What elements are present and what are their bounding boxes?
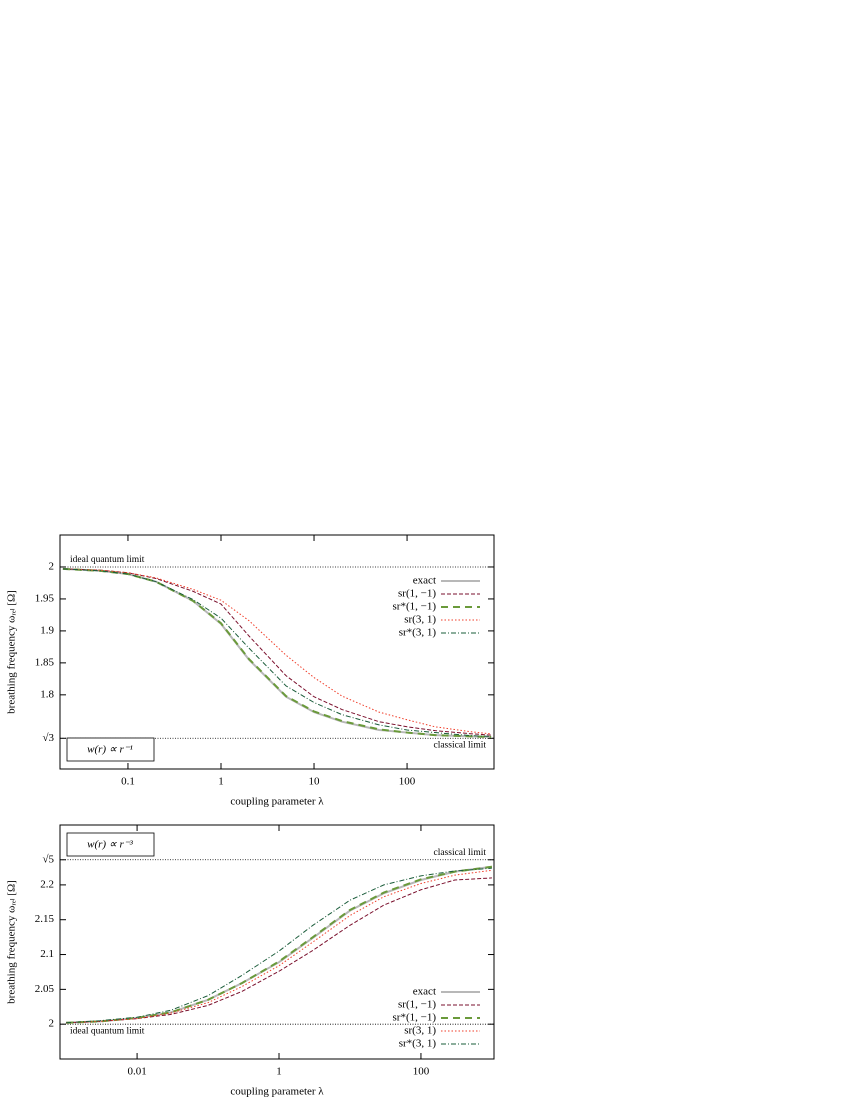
legend-label: sr(3, 1) — [404, 614, 436, 626]
y-tick-label: 2 — [49, 1018, 55, 1030]
legend-label: sr*(3, 1) — [399, 1038, 437, 1050]
x-axis-label: coupling parameter λ — [230, 796, 324, 808]
y-tick-label: 2.2 — [40, 878, 54, 890]
plot-frame — [59, 824, 495, 1060]
x-tick-label: 1 — [276, 1066, 282, 1078]
series-line — [62, 568, 492, 735]
legend-label: sr*(1, −1) — [393, 1012, 437, 1024]
y-axis-label: breathing frequency ωᵣₑₗ [Ω] — [6, 590, 18, 714]
plot-frame — [59, 534, 495, 770]
x-tick-label: 1 — [218, 776, 224, 788]
reference-label: classical limit — [433, 740, 486, 750]
y-tick-label: 2.05 — [35, 983, 55, 995]
y-tick-label: √3 — [42, 732, 54, 744]
reference-label: classical limit — [433, 848, 486, 858]
legend-label: sr(3, 1) — [404, 1025, 436, 1037]
y-tick-label: 1.95 — [35, 592, 55, 604]
y-axis-label: breathing frequency ωᵣₑₗ [Ω] — [6, 880, 18, 1004]
legend-label: sr(1, −1) — [398, 588, 436, 600]
reference-label: ideal quantum limit — [70, 1026, 145, 1036]
y-tick-label: 1.8 — [40, 688, 54, 700]
x-tick-label: 10 — [309, 776, 321, 788]
legend-label: sr*(1, −1) — [393, 601, 437, 613]
annotation-box — [66, 737, 155, 762]
annotation: w(r) ∝ r⁻¹ — [87, 744, 133, 756]
annotation-box — [66, 832, 155, 857]
x-tick-label: 0.1 — [121, 776, 135, 788]
y-tick-label: 2 — [49, 560, 55, 572]
series-line — [66, 865, 493, 1024]
y-tick-label: 1.85 — [35, 656, 55, 668]
y-tick-label: √5 — [42, 853, 54, 865]
legend-label: sr(1, −1) — [398, 999, 436, 1011]
reference-label: ideal quantum limit — [70, 555, 145, 565]
x-tick-label: 0.01 — [127, 1066, 146, 1078]
series-line — [66, 877, 492, 1024]
y-tick-label: 1.9 — [40, 624, 54, 636]
legend-label: exact — [413, 986, 436, 998]
y-tick-label: 2.15 — [35, 913, 55, 925]
series-line — [62, 568, 492, 737]
x-tick-label: 100 — [413, 1066, 430, 1078]
series-line — [66, 867, 492, 1024]
legend-label: exact — [413, 575, 436, 587]
series-line — [66, 869, 492, 1024]
annotation: w(r) ∝ r⁻³ — [87, 839, 133, 851]
x-tick-label: 100 — [399, 776, 416, 788]
y-tick-label: 2.1 — [40, 948, 54, 960]
legend-label: sr*(3, 1) — [399, 627, 437, 639]
x-axis-label: coupling parameter λ — [230, 1086, 324, 1098]
